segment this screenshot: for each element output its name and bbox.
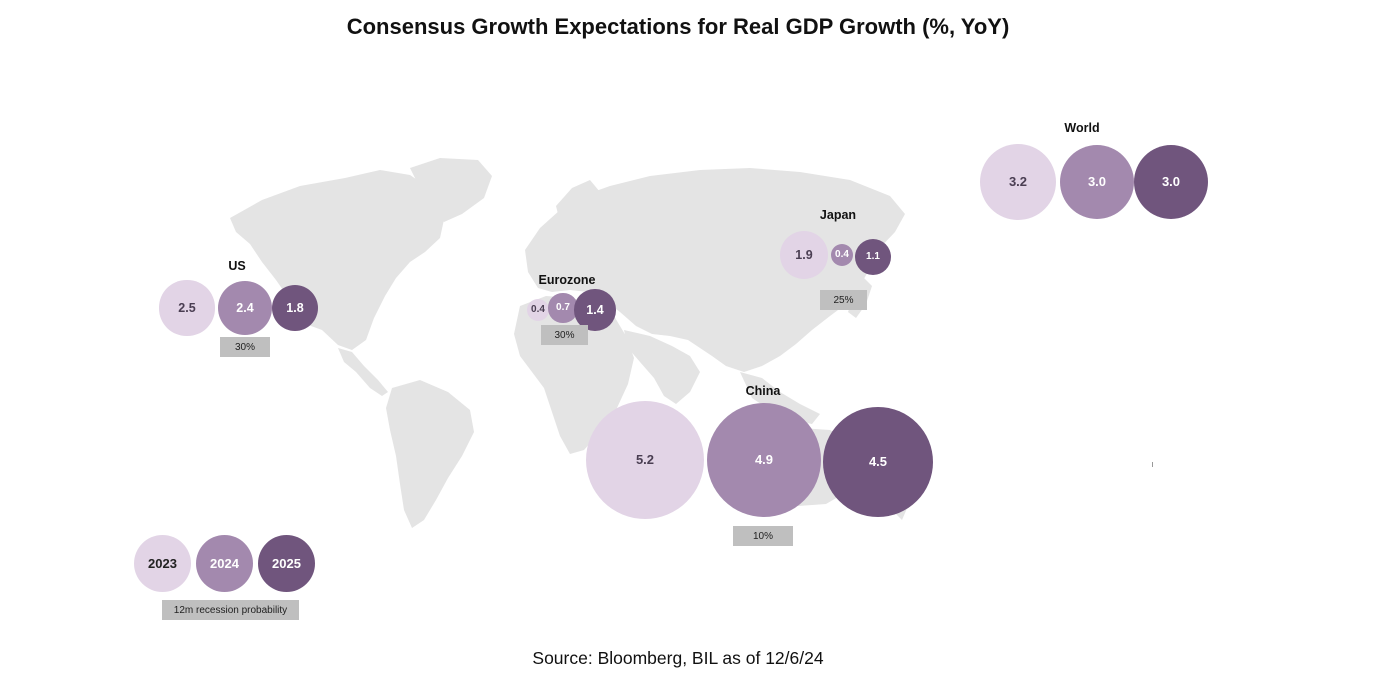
bubble-japan-2023: 1.9	[780, 231, 828, 279]
bubble-china-2024: 4.9	[706, 402, 822, 518]
map-greenland	[410, 158, 492, 222]
source-note: Source: Bloomberg, BIL as of 12/6/24	[532, 648, 824, 668]
map-scandinavia	[556, 180, 600, 232]
recession-probability-china: 10%	[733, 526, 793, 546]
chart-title: Consensus Growth Expectations for Real G…	[346, 14, 1010, 39]
bubble-eurozone-2025: 1.4	[574, 289, 616, 331]
map-eurasia	[525, 168, 905, 372]
map-south-america	[386, 380, 474, 528]
bubble-china-2025: 4.5	[823, 407, 933, 517]
bubble-world-2024: 3.0	[1059, 144, 1135, 220]
recession-probability-japan: 25%	[820, 290, 867, 310]
map-north-america	[230, 170, 445, 350]
bubble-eurozone-2024: 0.7	[548, 293, 578, 323]
bubble-us-2024: 2.4	[218, 281, 272, 335]
legend-bubble-2025: 2025	[258, 535, 315, 592]
recession-probability-us: 30%	[220, 337, 270, 357]
bubble-us-2023: 2.5	[159, 280, 215, 336]
legend-bubble-2023: 2023	[134, 535, 191, 592]
stray-mark	[1152, 462, 1153, 467]
map-uk	[532, 244, 546, 268]
bubble-world-2025: 3.0	[1133, 144, 1209, 220]
map-south-asia	[624, 330, 700, 404]
region-label-world: World	[1064, 121, 1100, 135]
bubble-world-2023: 3.2	[979, 143, 1057, 221]
region-label-eurozone: Eurozone	[538, 273, 596, 287]
legend-bubble-2024: 2024	[196, 535, 253, 592]
bubble-japan-2024: 0.4	[830, 243, 853, 266]
bubble-us-2025: 1.8	[271, 284, 319, 332]
map-southeast-asia	[740, 372, 820, 424]
recession-probability-eurozone: 30%	[541, 325, 588, 345]
region-label-china: China	[745, 384, 781, 398]
region-label-us: US	[228, 259, 246, 273]
legend-recession-label: 12m recession probability	[162, 600, 299, 620]
region-label-japan: Japan	[819, 208, 857, 222]
bubble-japan-2025: 1.1	[854, 238, 892, 276]
map-central-america	[338, 348, 388, 396]
bubble-china-2023: 5.2	[585, 400, 705, 520]
bubble-eurozone-2023: 0.4	[526, 298, 549, 321]
